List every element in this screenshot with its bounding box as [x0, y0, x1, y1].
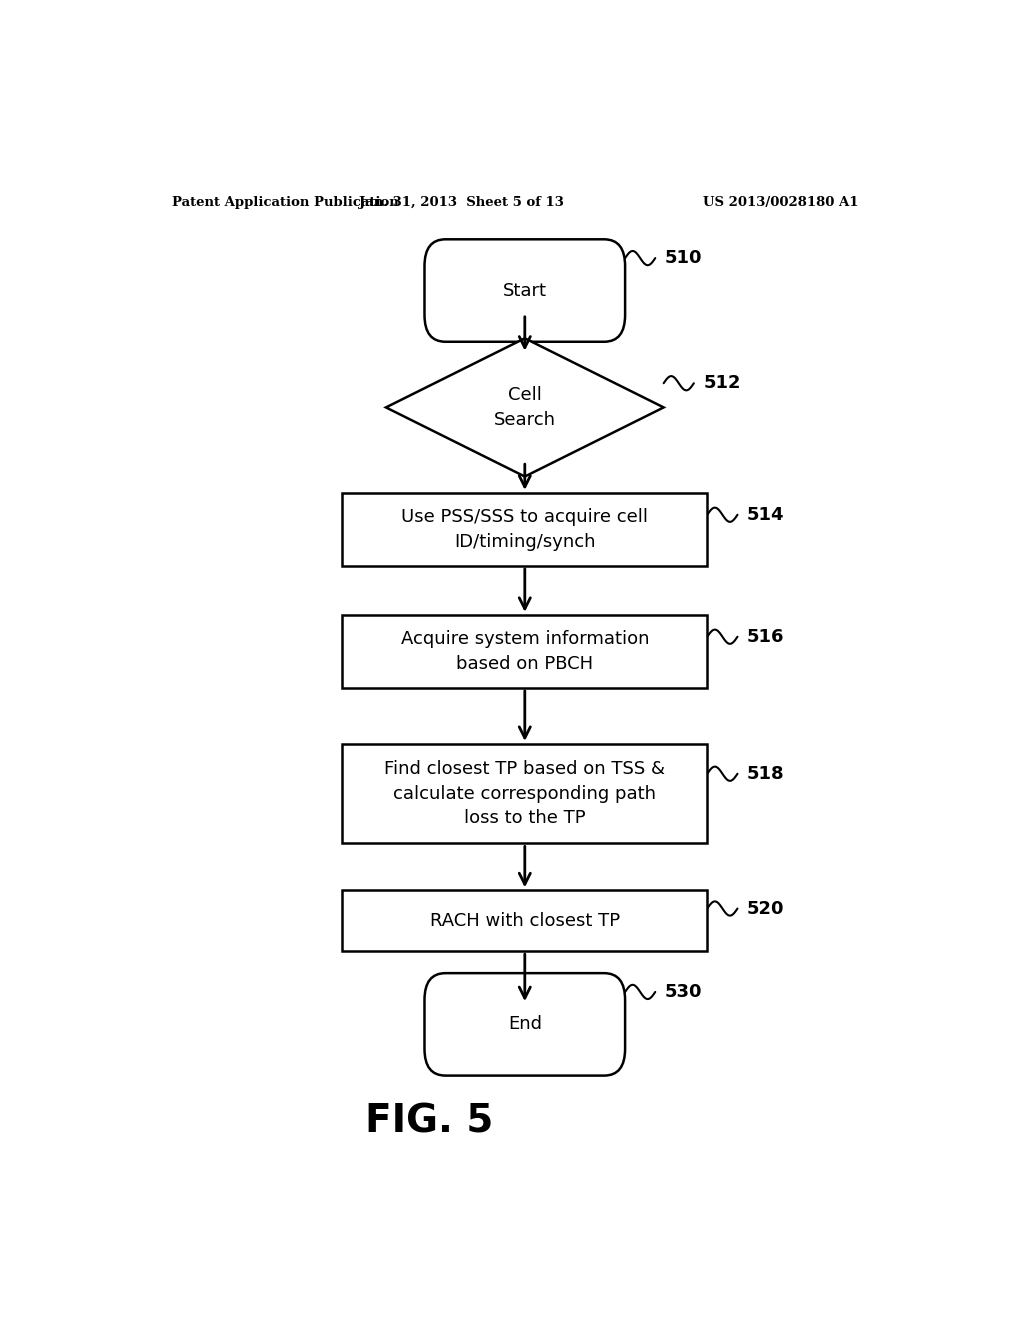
Text: 518: 518 [748, 764, 784, 783]
Bar [342, 890, 708, 952]
FancyBboxPatch shape [425, 973, 625, 1076]
Text: US 2013/0028180 A1: US 2013/0028180 A1 [702, 195, 858, 209]
Text: Find closest TP based on TSS &
calculate corresponding path
loss to the TP: Find closest TP based on TSS & calculate… [384, 760, 666, 826]
Text: Start: Start [503, 281, 547, 300]
Text: Patent Application Publication: Patent Application Publication [172, 195, 398, 209]
Text: Acquire system information
based on PBCH: Acquire system information based on PBCH [400, 630, 649, 672]
Text: 530: 530 [665, 983, 702, 1001]
FancyBboxPatch shape [425, 239, 625, 342]
Text: Jan. 31, 2013  Sheet 5 of 13: Jan. 31, 2013 Sheet 5 of 13 [358, 195, 564, 209]
Text: Use PSS/SSS to acquire cell
ID/timing/synch: Use PSS/SSS to acquire cell ID/timing/sy… [401, 508, 648, 550]
Bar [342, 615, 708, 688]
Text: RACH with closest TP: RACH with closest TP [430, 912, 620, 929]
Text: End: End [508, 1015, 542, 1034]
Text: 516: 516 [748, 628, 784, 645]
Bar [342, 744, 708, 843]
Text: 520: 520 [748, 899, 784, 917]
Text: 512: 512 [703, 375, 740, 392]
Text: Cell
Search: Cell Search [494, 385, 556, 429]
Text: FIG. 5: FIG. 5 [366, 1104, 494, 1140]
Polygon shape [386, 338, 664, 477]
Bar [342, 492, 708, 566]
Text: 514: 514 [748, 506, 784, 524]
Text: 510: 510 [665, 249, 702, 267]
